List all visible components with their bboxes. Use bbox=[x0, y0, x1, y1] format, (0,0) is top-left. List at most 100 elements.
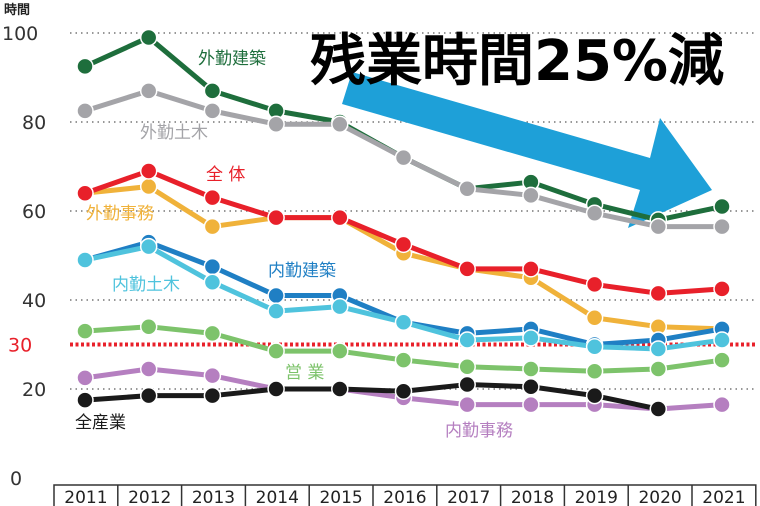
data-point bbox=[267, 342, 285, 360]
data-point bbox=[585, 337, 604, 356]
arrow-shape bbox=[342, 72, 712, 228]
data-point bbox=[394, 235, 413, 254]
data-point bbox=[267, 380, 285, 398]
data-point bbox=[203, 82, 222, 100]
data-point bbox=[203, 102, 222, 120]
data-point bbox=[522, 260, 540, 278]
y-tick-label: 0 bbox=[10, 468, 22, 490]
x-tick-label: 2012 bbox=[128, 488, 171, 506]
data-point bbox=[139, 317, 158, 336]
data-point bbox=[203, 386, 222, 405]
series-label: 全 体 bbox=[206, 165, 245, 185]
data-point bbox=[331, 297, 349, 316]
data-point bbox=[649, 284, 668, 303]
data-point bbox=[76, 322, 94, 340]
data-point bbox=[76, 391, 94, 409]
data-point bbox=[203, 257, 222, 276]
y-tick-label: 20 bbox=[22, 379, 46, 401]
data-point bbox=[458, 331, 476, 349]
data-point bbox=[458, 358, 476, 376]
data-point bbox=[522, 186, 540, 205]
data-point bbox=[76, 184, 94, 202]
data-point bbox=[394, 313, 413, 331]
data-point bbox=[76, 102, 94, 120]
series-label: 全産業 bbox=[75, 413, 126, 433]
x-tick-label: 2016 bbox=[383, 488, 426, 506]
series-line bbox=[84, 168, 723, 296]
data-point bbox=[585, 309, 604, 327]
data-point bbox=[585, 275, 604, 294]
reference-line-label: 30 bbox=[8, 335, 32, 357]
series-label: 外勤事務 bbox=[86, 204, 154, 224]
data-point bbox=[203, 366, 222, 385]
data-point bbox=[139, 360, 158, 378]
data-point bbox=[203, 217, 222, 236]
x-tick-label: 2019 bbox=[575, 488, 618, 506]
series-外勤土木 bbox=[76, 82, 731, 236]
x-tick-label: 2017 bbox=[447, 488, 490, 506]
series-内勤土木 bbox=[76, 237, 731, 358]
data-point bbox=[139, 177, 158, 196]
data-point bbox=[139, 237, 158, 256]
data-point bbox=[76, 251, 94, 269]
data-point bbox=[203, 188, 222, 207]
data-point bbox=[203, 324, 222, 343]
data-point bbox=[522, 360, 540, 378]
data-point bbox=[394, 148, 413, 167]
data-point bbox=[649, 360, 668, 378]
data-point bbox=[458, 180, 476, 198]
series-全体 bbox=[76, 162, 731, 303]
data-point bbox=[585, 362, 604, 380]
series-外勤事務 bbox=[76, 177, 731, 338]
data-point bbox=[267, 208, 285, 227]
data-point bbox=[267, 302, 285, 320]
y-tick-label: 60 bbox=[22, 201, 46, 223]
series-line bbox=[84, 382, 659, 412]
x-tick-label: 2014 bbox=[256, 488, 299, 506]
data-point bbox=[649, 217, 668, 236]
data-point bbox=[585, 386, 604, 405]
series-label: 外勤土木 bbox=[140, 123, 208, 143]
data-point bbox=[331, 115, 349, 133]
series-label: 営 業 bbox=[285, 363, 324, 383]
data-point bbox=[713, 217, 731, 236]
data-point bbox=[713, 331, 731, 349]
data-point bbox=[203, 273, 222, 291]
data-point bbox=[76, 369, 94, 387]
y-axis-label: 時間 bbox=[4, 2, 30, 18]
data-point bbox=[458, 260, 476, 278]
x-tick-label: 2021 bbox=[702, 488, 745, 506]
y-tick-label: 40 bbox=[22, 290, 46, 312]
y-tick-label: 100 bbox=[2, 23, 38, 45]
data-point bbox=[76, 57, 94, 76]
data-point bbox=[394, 382, 413, 400]
downward-arrow-icon bbox=[342, 72, 712, 228]
data-point bbox=[522, 378, 540, 396]
series-営業 bbox=[76, 317, 731, 380]
x-tick-label: 2013 bbox=[192, 488, 235, 506]
data-point bbox=[713, 351, 731, 369]
data-point bbox=[139, 28, 158, 47]
data-point bbox=[331, 208, 349, 227]
data-point bbox=[713, 280, 731, 298]
data-point bbox=[585, 204, 604, 222]
data-point bbox=[649, 340, 668, 358]
series-label: 内勤建築 bbox=[268, 261, 336, 281]
data-point bbox=[522, 395, 540, 414]
data-point bbox=[713, 197, 731, 216]
data-point bbox=[267, 286, 285, 305]
x-tick-label: 2020 bbox=[638, 488, 681, 506]
data-point bbox=[139, 162, 158, 180]
x-tick-label: 2018 bbox=[511, 488, 554, 506]
data-point bbox=[394, 351, 413, 369]
chart-title: 残業時間25%減 bbox=[310, 29, 724, 94]
data-point bbox=[458, 395, 476, 414]
x-tick-label: 2015 bbox=[319, 488, 362, 506]
data-point bbox=[522, 329, 540, 347]
data-point bbox=[267, 115, 285, 133]
data-point bbox=[139, 386, 158, 405]
data-point bbox=[331, 380, 349, 398]
series-label: 内勤土木 bbox=[112, 275, 180, 295]
